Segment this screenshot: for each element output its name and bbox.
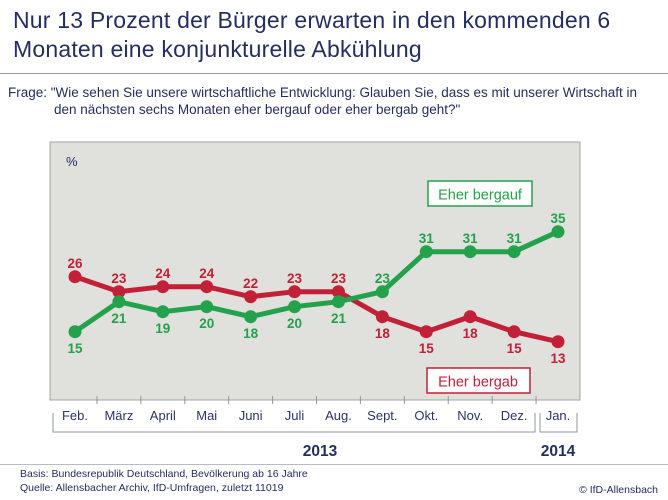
survey-question: Frage: "Wie sehen Sie unsere wirtschaftl… xyxy=(8,85,638,117)
value-label: 20 xyxy=(199,316,214,331)
legend-bergauf: Eher bergauf xyxy=(427,180,533,207)
x-axis-label-0: Feb. xyxy=(62,408,88,423)
value-label: 19 xyxy=(155,321,170,336)
value-label: 21 xyxy=(331,311,347,326)
data-point xyxy=(244,310,258,324)
series-line-bergauf xyxy=(73,229,560,334)
year-bracket-2014 xyxy=(539,413,578,433)
x-axis-label-6: Aug. xyxy=(325,408,352,423)
value-label: 31 xyxy=(507,231,523,246)
title-separator xyxy=(0,73,668,74)
legend-bergauf-label: Eher bergauf xyxy=(438,188,523,204)
x-axis-label-1: März xyxy=(104,408,133,423)
x-axis-label-9: Nov. xyxy=(457,408,483,423)
copyright-text: © IfD-Allensbach xyxy=(579,484,658,496)
footer: Basis: Bundesrepublik Deutschland, Bevöl… xyxy=(20,468,308,495)
data-point xyxy=(419,325,433,339)
data-point xyxy=(244,290,258,304)
data-point xyxy=(112,295,126,309)
year-bracket-2013 xyxy=(52,413,536,433)
series-line-bergab xyxy=(74,274,559,345)
y-axis-unit-label: % xyxy=(66,154,78,169)
value-label: 23 xyxy=(111,271,127,286)
page-title: Nur 13 Prozent der Bürger erwarten in de… xyxy=(13,7,611,62)
value-label: 20 xyxy=(287,316,302,331)
x-axis-label-10: Dez. xyxy=(501,408,528,423)
footer-separator xyxy=(0,464,668,465)
legend-bergab-label: Eher bergab xyxy=(438,375,518,391)
data-point xyxy=(419,245,433,259)
x-axis-label-11: Jan. xyxy=(546,408,571,423)
value-label: 26 xyxy=(67,256,83,271)
data-point xyxy=(288,300,302,314)
value-label: 24 xyxy=(199,266,215,281)
x-axis-label-2: April xyxy=(150,408,176,423)
data-point xyxy=(68,270,82,284)
legend-bergab: Eher bergab xyxy=(426,367,531,394)
data-point xyxy=(463,310,477,324)
x-axis-label-7: Sept. xyxy=(367,408,397,423)
value-label: 31 xyxy=(463,231,479,246)
value-label: 15 xyxy=(67,341,83,356)
data-point xyxy=(156,280,170,294)
data-point xyxy=(288,285,302,299)
value-label: 23 xyxy=(331,271,347,286)
legend-bergab-box xyxy=(426,367,531,394)
value-label: 31 xyxy=(419,231,435,246)
data-point xyxy=(507,245,521,259)
value-label: 24 xyxy=(155,266,171,281)
data-point xyxy=(551,335,565,349)
data-point xyxy=(463,245,477,259)
x-axis-label-4: Juni xyxy=(239,408,263,423)
data-point xyxy=(68,325,82,339)
data-point xyxy=(331,295,345,309)
value-label: 18 xyxy=(375,326,391,341)
line-chart: % Feb. März April Mai Juni Juli Aug. Sept. Okt. N… xyxy=(49,141,581,460)
data-point xyxy=(200,300,214,314)
value-label: 35 xyxy=(550,211,566,226)
value-label: 15 xyxy=(507,341,523,356)
basis-text: Basis: Bundesrepublik Deutschland, Bevöl… xyxy=(20,468,308,480)
value-label: 15 xyxy=(419,341,435,356)
data-point xyxy=(200,280,214,294)
data-point xyxy=(331,285,345,299)
value-label: 18 xyxy=(463,326,479,341)
value-label: 21 xyxy=(111,311,127,326)
x-axis-label-5: Juli xyxy=(285,408,305,423)
data-point xyxy=(375,310,389,324)
value-label: 23 xyxy=(287,271,303,286)
legend-bergauf-box xyxy=(427,180,533,207)
value-label: 22 xyxy=(243,276,258,291)
quelle-text: Quelle: Allensbacher Archiv, IfD-Umfrage… xyxy=(20,481,284,494)
value-label: 18 xyxy=(243,326,259,341)
year-label-2013: 2013 xyxy=(303,443,338,460)
x-axis-label-3: Mai xyxy=(196,408,217,423)
data-point xyxy=(551,225,565,239)
value-label: 13 xyxy=(550,351,566,366)
year-label-2014: 2014 xyxy=(541,443,576,460)
data-point xyxy=(507,325,521,339)
data-point xyxy=(375,285,389,299)
data-point xyxy=(112,285,126,299)
value-label: 23 xyxy=(375,271,391,286)
x-axis-label-8: Okt. xyxy=(414,408,438,423)
data-point xyxy=(156,305,170,319)
chart-content: Feb. März April Mai Juni Juli Aug. Sept. Okt. Nov… xyxy=(62,211,570,423)
